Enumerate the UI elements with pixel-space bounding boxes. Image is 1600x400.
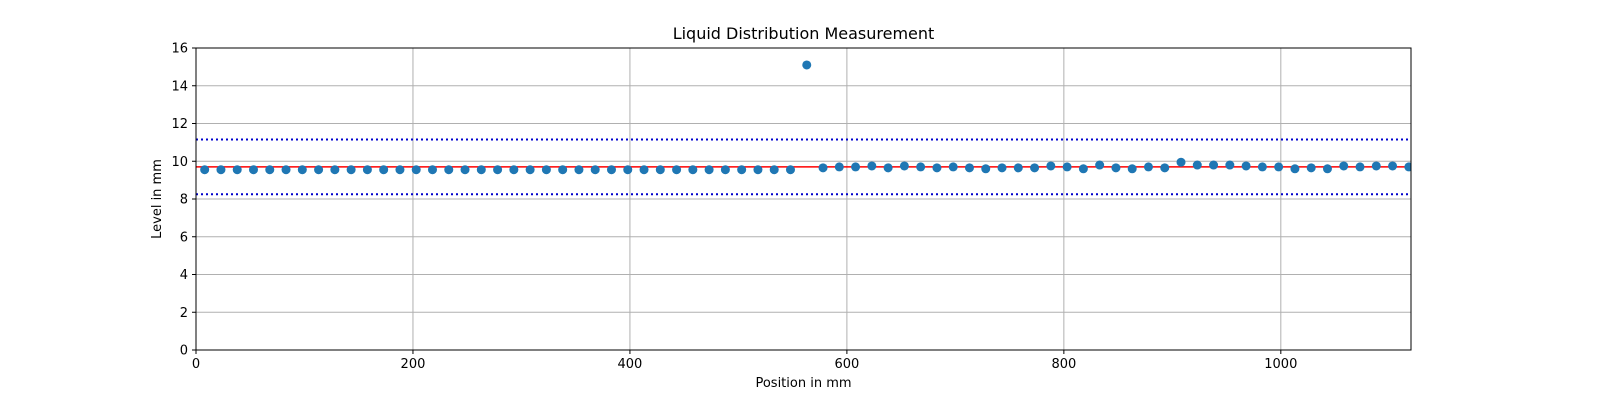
data-point [1274, 162, 1284, 172]
data-point [932, 163, 942, 173]
data-point [1257, 162, 1267, 172]
data-point [541, 165, 551, 175]
y-tick-label: 16 [171, 42, 188, 57]
data-point [1046, 161, 1056, 171]
data-point [1371, 161, 1381, 171]
data-point [395, 165, 405, 175]
data-point [1339, 161, 1349, 171]
data-point [476, 165, 486, 175]
data-point [1209, 160, 1219, 170]
data-point [948, 162, 958, 172]
x-tick-label: 400 [618, 357, 643, 372]
data-point [688, 165, 698, 175]
data-point [1078, 164, 1088, 174]
data-point [704, 165, 714, 175]
data-point [346, 165, 356, 175]
data-point [460, 165, 470, 175]
data-point [606, 165, 616, 175]
data-point [411, 165, 421, 175]
data-point [558, 165, 568, 175]
data-point [883, 163, 893, 173]
data-point [1306, 163, 1316, 173]
data-point [444, 165, 454, 175]
data-point [427, 165, 437, 175]
plot-area [200, 60, 1411, 175]
data-point [1355, 162, 1365, 172]
data-point [1404, 162, 1411, 172]
y-tick-label: 14 [171, 79, 188, 94]
data-point [1013, 163, 1023, 173]
x-axis-label: Position in mm [755, 376, 851, 391]
data-point [997, 163, 1007, 173]
data-point [769, 165, 779, 175]
data-point [1176, 157, 1186, 167]
x-tick-label: 200 [401, 357, 426, 372]
y-tick-label: 8 [180, 193, 188, 208]
data-point [737, 165, 747, 175]
data-point [1290, 164, 1300, 174]
data-point [1160, 163, 1170, 173]
data-point [1241, 161, 1251, 171]
data-point [1111, 163, 1121, 173]
data-point [1322, 164, 1332, 174]
data-point [1095, 160, 1105, 170]
data-point [623, 165, 633, 175]
data-points [200, 60, 1411, 175]
data-point [281, 165, 291, 175]
data-point [330, 165, 340, 175]
y-axis-ticks: 0 2 4 6 8 10 12 14 16 [171, 42, 196, 359]
data-point [785, 165, 795, 175]
x-tick-label: 1000 [1264, 357, 1297, 372]
data-point [818, 163, 828, 173]
data-point [493, 165, 503, 175]
data-point [1225, 160, 1235, 170]
data-point [1062, 162, 1072, 172]
y-tick-label: 6 [180, 230, 188, 245]
y-tick-label: 0 [180, 344, 188, 359]
data-point [964, 163, 974, 173]
data-point [672, 165, 682, 175]
data-point [200, 165, 210, 175]
data-point [639, 165, 649, 175]
data-point [899, 161, 909, 171]
data-point [574, 165, 584, 175]
x-axis-ticks: 0 200 400 600 800 1000 [192, 350, 1297, 372]
data-point [297, 165, 307, 175]
y-tick-label: 10 [171, 155, 188, 170]
data-point [802, 60, 812, 70]
data-point [851, 162, 861, 172]
data-point [720, 165, 730, 175]
x-tick-label: 600 [834, 357, 859, 372]
data-point [981, 164, 991, 174]
data-point [248, 165, 258, 175]
data-point [590, 165, 600, 175]
data-point [1030, 163, 1040, 173]
data-point [1192, 160, 1202, 170]
data-point [834, 162, 844, 172]
data-point [362, 165, 372, 175]
y-tick-label: 12 [171, 117, 188, 132]
data-point [379, 165, 389, 175]
x-tick-label: 800 [1051, 357, 1076, 372]
y-tick-label: 4 [180, 268, 188, 283]
chart-title: Liquid Distribution Measurement [673, 24, 935, 43]
grid-lines [195, 47, 1411, 351]
y-tick-label: 2 [180, 306, 188, 321]
data-point [1143, 162, 1153, 172]
data-point [867, 161, 877, 171]
data-point [314, 165, 324, 175]
data-point [265, 165, 275, 175]
data-point [655, 165, 665, 175]
data-point [753, 165, 763, 175]
data-point [509, 165, 519, 175]
data-point [1127, 164, 1137, 174]
x-tick-label: 0 [192, 357, 200, 372]
data-point [1388, 161, 1398, 171]
y-axis-label: Level in mm [150, 159, 165, 239]
data-point [525, 165, 535, 175]
data-point [216, 165, 226, 175]
data-point [232, 165, 242, 175]
data-point [916, 162, 926, 172]
